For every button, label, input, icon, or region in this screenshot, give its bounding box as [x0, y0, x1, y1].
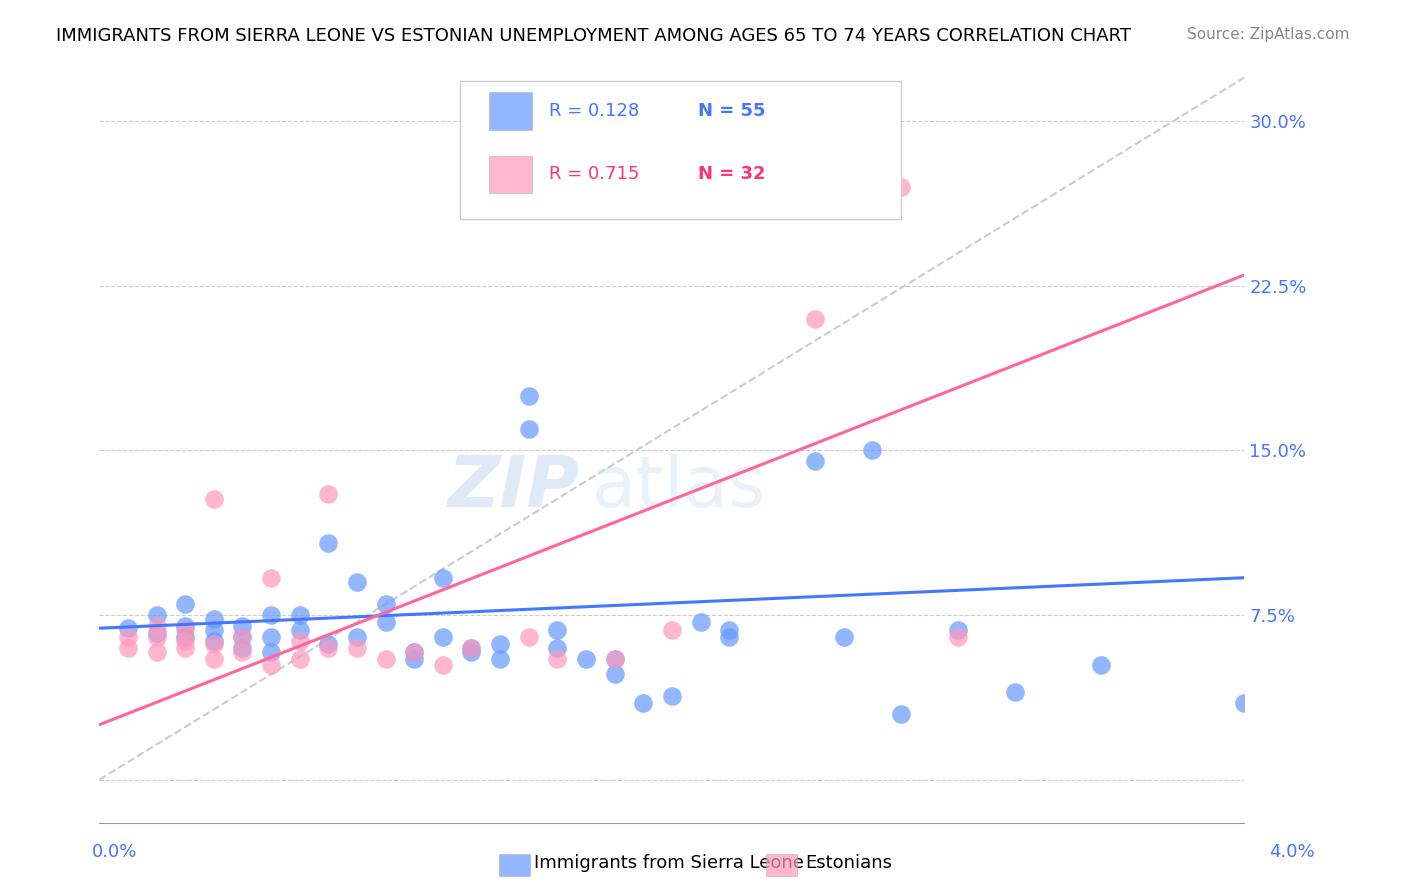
Point — [517, 421, 540, 435]
Text: R = 0.715: R = 0.715 — [550, 165, 640, 184]
Point — [231, 640, 253, 655]
Point — [231, 630, 253, 644]
Point — [117, 621, 139, 635]
Point — [661, 690, 683, 704]
Point — [231, 619, 253, 633]
Point — [633, 696, 655, 710]
Text: 4.0%: 4.0% — [1270, 843, 1315, 861]
FancyBboxPatch shape — [489, 93, 533, 129]
Point — [718, 180, 741, 194]
FancyBboxPatch shape — [489, 156, 533, 193]
Point — [946, 624, 969, 638]
Point — [432, 658, 454, 673]
Point — [174, 640, 197, 655]
Point — [517, 630, 540, 644]
Point — [260, 571, 283, 585]
FancyBboxPatch shape — [460, 81, 901, 219]
Point — [404, 645, 426, 659]
Point — [174, 597, 197, 611]
Point — [145, 630, 167, 644]
Point — [346, 630, 368, 644]
Point — [460, 640, 482, 655]
Point — [374, 615, 396, 629]
Text: R = 0.128: R = 0.128 — [550, 102, 640, 120]
Text: Immigrants from Sierra Leone: Immigrants from Sierra Leone — [534, 854, 804, 871]
Point — [202, 491, 225, 506]
Point — [260, 658, 283, 673]
Point — [1090, 658, 1112, 673]
Text: ZIP: ZIP — [449, 453, 581, 522]
Point — [231, 645, 253, 659]
Point — [174, 619, 197, 633]
Point — [202, 636, 225, 650]
Point — [1004, 685, 1026, 699]
Point — [603, 652, 626, 666]
Point — [546, 624, 568, 638]
Point — [603, 667, 626, 681]
Point — [202, 612, 225, 626]
Point — [804, 454, 827, 468]
Point — [689, 615, 711, 629]
Point — [890, 180, 912, 194]
Point — [288, 634, 311, 648]
Point — [145, 645, 167, 659]
Point — [404, 645, 426, 659]
Point — [374, 597, 396, 611]
Text: Source: ZipAtlas.com: Source: ZipAtlas.com — [1187, 27, 1350, 42]
Point — [145, 625, 167, 640]
Point — [288, 652, 311, 666]
Point — [318, 640, 340, 655]
Point — [404, 652, 426, 666]
Point — [718, 624, 741, 638]
Point — [288, 607, 311, 622]
Point — [260, 607, 283, 622]
Point — [946, 630, 969, 644]
Point — [288, 624, 311, 638]
Text: Estonians: Estonians — [806, 854, 893, 871]
Point — [603, 652, 626, 666]
Point — [1233, 696, 1256, 710]
Point — [260, 645, 283, 659]
Point — [460, 640, 482, 655]
Point — [346, 640, 368, 655]
Point — [231, 630, 253, 644]
Point — [460, 645, 482, 659]
Point — [661, 624, 683, 638]
Point — [804, 311, 827, 326]
Point — [145, 607, 167, 622]
Point — [318, 636, 340, 650]
Point — [546, 652, 568, 666]
Point — [489, 652, 512, 666]
Point — [260, 630, 283, 644]
Text: N = 55: N = 55 — [699, 102, 766, 120]
Point — [517, 389, 540, 403]
Text: N = 32: N = 32 — [699, 165, 766, 184]
Point — [346, 575, 368, 590]
Point — [202, 652, 225, 666]
Point — [145, 619, 167, 633]
Point — [174, 630, 197, 644]
Point — [318, 535, 340, 549]
Point — [860, 443, 883, 458]
Point — [174, 624, 197, 638]
Point — [202, 634, 225, 648]
Text: atlas: atlas — [592, 453, 766, 522]
Point — [832, 630, 855, 644]
Text: IMMIGRANTS FROM SIERRA LEONE VS ESTONIAN UNEMPLOYMENT AMONG AGES 65 TO 74 YEARS : IMMIGRANTS FROM SIERRA LEONE VS ESTONIAN… — [56, 27, 1132, 45]
Point — [202, 624, 225, 638]
Point — [432, 630, 454, 644]
Point — [546, 640, 568, 655]
Point — [174, 634, 197, 648]
Point — [575, 652, 598, 666]
Point — [489, 636, 512, 650]
Point — [117, 640, 139, 655]
Point — [432, 571, 454, 585]
Point — [117, 630, 139, 644]
Point — [374, 652, 396, 666]
Point — [890, 706, 912, 721]
Point — [318, 487, 340, 501]
Point — [718, 630, 741, 644]
Text: 0.0%: 0.0% — [91, 843, 136, 861]
